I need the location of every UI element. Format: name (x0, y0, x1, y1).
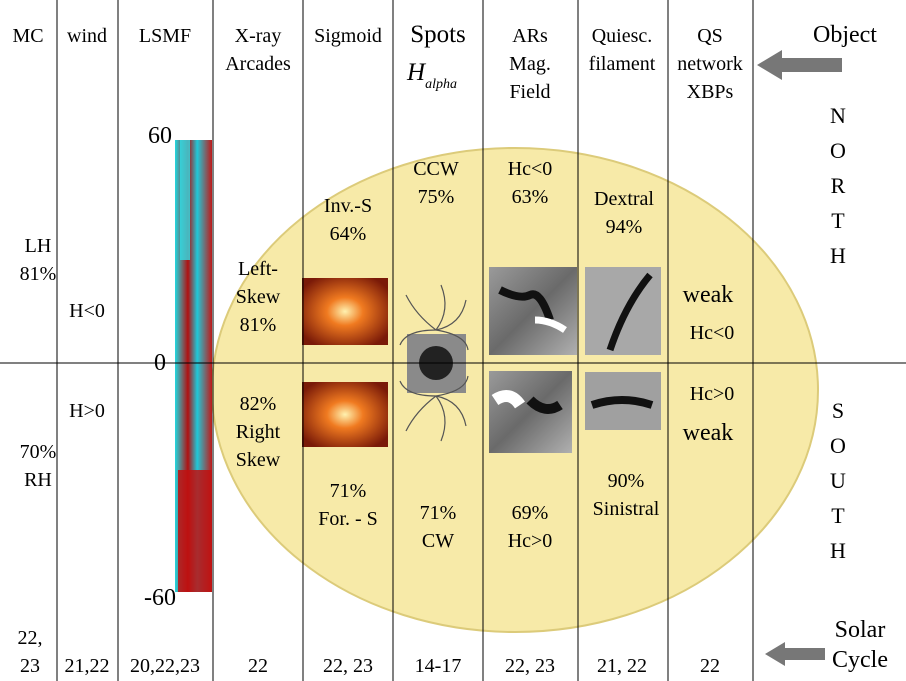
subscript: alpha (425, 77, 457, 92)
annotation: 63% (512, 186, 549, 208)
column-header: Arcades (225, 53, 291, 75)
column-header: Mag. (509, 53, 551, 75)
column-header: ARs (512, 25, 548, 47)
annotation: H>0 (69, 400, 105, 422)
annotation: LH (25, 235, 52, 257)
annotation: For. - S (318, 508, 377, 530)
solar-cycle-value: 20,22,23 (130, 655, 200, 677)
annotation: Skew (236, 286, 281, 308)
annotation: Dextral (594, 188, 654, 210)
annotation: CW (422, 530, 454, 552)
solar-cycle-label: Cycle (832, 647, 888, 673)
solar-cycle-value: 21,22 (65, 655, 110, 677)
solar-cycle-value: 22, (18, 627, 43, 649)
column-header: Spots (410, 21, 466, 48)
annotation: RH (24, 469, 52, 491)
south-letter: O (830, 433, 846, 458)
annotation: H<0 (69, 300, 105, 322)
column-header: network (677, 53, 743, 75)
annotation: 70% (20, 441, 57, 463)
north-letter: N (830, 103, 846, 128)
column-header: XBPs (687, 81, 734, 103)
annotation: Hc>0 (690, 383, 735, 405)
annotation: Hc<0 (690, 322, 735, 344)
annotation: 81% (240, 314, 277, 336)
column-header: Field (509, 81, 550, 103)
column-header: filament (589, 53, 656, 75)
column-header: Sigmoid (314, 25, 382, 47)
figure: MC 22, 23 wind 21,22 LSMF 20,22,23 X-ray Arcades… (0, 0, 906, 681)
lsmf-tick-label: -60 (144, 585, 176, 611)
solar-cycle-value: 23 (20, 655, 40, 677)
annotation: Sinistral (593, 498, 660, 520)
lsmf-tick-label: 60 (148, 123, 172, 149)
annotation: CCW (413, 158, 459, 180)
spots-symbol: Halpha (406, 59, 457, 92)
solar-cycle-label: Solar (835, 617, 886, 643)
column-header: MC (12, 25, 43, 47)
solar-cycle-value: 22 (248, 655, 268, 677)
annotation: 71% (330, 480, 367, 502)
annotation: Right (236, 421, 281, 443)
solar-cycle-value: 22, 23 (323, 655, 373, 677)
annotation: Left- (238, 258, 278, 280)
annotation: Inv.-S (324, 195, 372, 217)
annotation: 81% (20, 263, 57, 285)
annotation: 71% (420, 502, 457, 524)
column-header: wind (67, 25, 107, 47)
annotation: weak (683, 420, 734, 446)
annotation: Hc>0 (508, 530, 553, 552)
solar-cycle-value: 21, 22 (597, 655, 647, 677)
annotation: 90% (608, 470, 645, 492)
solar-cycle-value: 22, 23 (505, 655, 555, 677)
south-letter: T (831, 503, 845, 528)
symbol: H (406, 59, 427, 86)
annotation: 75% (418, 186, 455, 208)
lsmf-tick-label: 0 (154, 350, 166, 376)
north-letter: H (830, 243, 846, 268)
annotation: Skew (236, 449, 281, 471)
annotation: 69% (512, 502, 549, 524)
north-letter: R (831, 173, 846, 198)
north-letter: T (831, 208, 845, 233)
north-letter: O (830, 138, 846, 163)
column-header: X-ray (235, 25, 282, 47)
annotation: 64% (330, 223, 367, 245)
solar-cycle-value: 14-17 (415, 655, 462, 677)
south-letter: H (830, 538, 846, 563)
column-header: QS (697, 25, 723, 47)
annotation: Hc<0 (508, 158, 553, 180)
annotation: 82% (240, 393, 277, 415)
column-header: LSMF (139, 25, 191, 47)
south-letter: S (832, 398, 844, 423)
lsmf-bar (175, 140, 212, 592)
solar-cycle-value: 22 (700, 655, 720, 677)
annotation: 94% (606, 216, 643, 238)
annotation: weak (683, 282, 734, 308)
south-letter: U (830, 468, 846, 493)
column-header: Quiesc. (592, 25, 653, 47)
object-label: Object (813, 22, 877, 48)
